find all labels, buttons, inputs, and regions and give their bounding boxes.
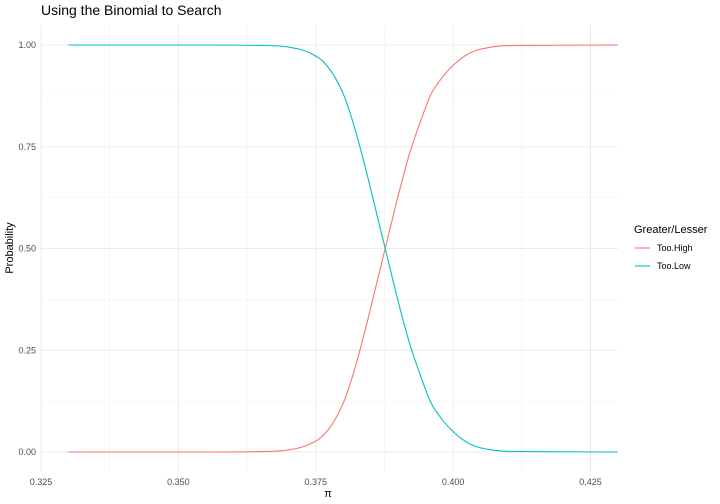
legend-label-too-high: Too.High [657,243,693,253]
y-tick-label: 0.25 [18,345,36,355]
y-tick-label: 0.75 [18,142,36,152]
series-line-too-low [68,44,619,453]
y-axis-title: Probability [4,222,16,274]
x-tick-label: 0.375 [304,477,327,487]
legend: Greater/Lesser Too.High Too.Low [634,224,708,271]
x-axis-title: π [324,488,332,500]
legend-label-too-low: Too.Low [657,261,691,271]
grid [40,25,618,472]
y-tick-label: 0.00 [18,447,36,457]
series-lines [68,44,619,453]
y-axis-ticks: 0.00 0.25 0.50 0.75 1.00 [18,40,36,457]
x-tick-label: 0.400 [442,477,465,487]
x-tick-label: 0.325 [30,477,53,487]
y-tick-label: 1.00 [18,40,36,50]
legend-title: Greater/Lesser [634,224,708,236]
x-axis-ticks: 0.325 0.350 0.375 0.400 0.425 [30,477,602,487]
series-line-too-high [68,44,619,453]
x-tick-label: 0.425 [579,477,602,487]
chart-title: Using the Binomial to Search [41,2,222,18]
x-tick-label: 0.350 [167,477,190,487]
y-tick-label: 0.50 [18,244,36,254]
